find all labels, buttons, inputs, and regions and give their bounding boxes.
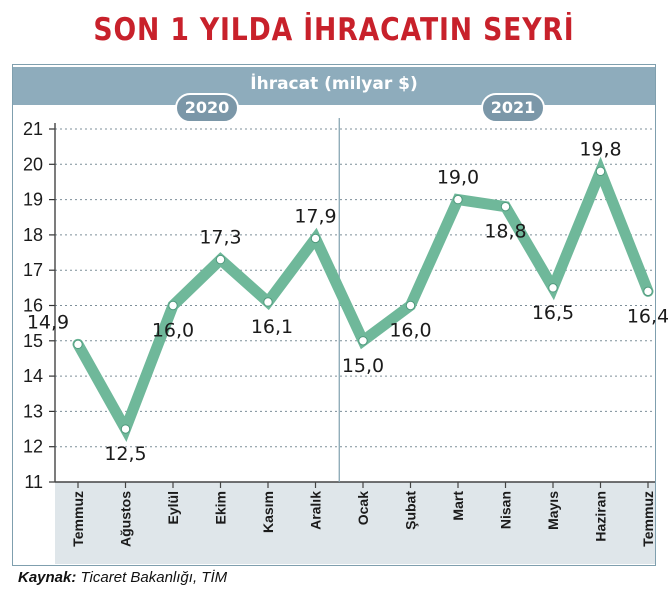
data-label: 17,3 (199, 227, 241, 249)
data-label: 16,5 (532, 302, 574, 324)
y-tick-label: 20 (23, 154, 43, 174)
data-label: 14,9 (27, 311, 69, 333)
data-label: 12,5 (104, 443, 146, 465)
y-tick-label: 19 (23, 190, 43, 210)
x-tick-label: Temmuz (70, 491, 86, 547)
x-tick-label: Mart (450, 491, 466, 521)
data-point (73, 339, 83, 350)
data-label: 16,4 (627, 305, 668, 327)
x-tick-label: Kasım (260, 491, 276, 533)
y-tick-label: 18 (23, 225, 43, 245)
data-point (263, 297, 273, 307)
x-tick-label: Şubat (403, 491, 419, 530)
x-tick-label: Aralık (308, 491, 324, 530)
x-tick-label: Ocak (355, 491, 371, 525)
data-label: 19,8 (579, 138, 621, 160)
y-tick-label: 13 (23, 401, 43, 421)
x-tick-label: Nisan (498, 491, 514, 529)
x-tick-label: Haziran (593, 491, 609, 542)
data-point (453, 194, 463, 205)
y-axis-label: İhracat (milyar $) (250, 74, 418, 94)
y-tick-label: 11 (24, 472, 43, 492)
y-tick-label: 16 (23, 296, 43, 316)
data-point (643, 286, 653, 297)
data-point (168, 300, 178, 311)
series-line (72, 156, 654, 442)
x-tick-label: Eylül (165, 491, 181, 524)
y-tick-label: 14 (23, 366, 43, 386)
data-point (500, 201, 511, 212)
x-axis-band (55, 482, 655, 564)
header-band (13, 67, 655, 105)
y-tick-label: 17 (23, 260, 43, 280)
data-label: 16,0 (152, 320, 194, 342)
y-tick-label: 12 (23, 437, 43, 457)
data-point (215, 254, 226, 265)
data-label: 16,1 (251, 316, 293, 338)
chart-title: SON 1 YILDA İHRACATIN SEYRİ (93, 12, 575, 48)
data-label: 15,0 (342, 355, 384, 377)
year-badge-2020: 2020 (175, 93, 239, 123)
year-badge-2021: 2021 (481, 93, 545, 123)
data-label: 17,9 (294, 205, 336, 227)
source-label: Kaynak: (18, 569, 77, 586)
x-tick-label: Temmuz (640, 491, 656, 547)
data-point (120, 424, 131, 434)
y-tick-label: 15 (23, 331, 43, 351)
source-note: Kaynak: Ticaret Bakanlığı, TİM (18, 569, 227, 586)
x-tick-label: Ağustos (118, 491, 134, 547)
data-point (405, 300, 416, 311)
data-label: 16,0 (389, 320, 431, 342)
data-point (358, 336, 368, 346)
data-point (310, 233, 321, 244)
source-text: Ticaret Bakanlığı, TİM (76, 569, 228, 586)
y-tick-label: 21 (23, 119, 43, 139)
data-label: 18,8 (484, 221, 526, 243)
data-point (595, 166, 606, 177)
x-tick-label: Mayıs (545, 491, 561, 530)
data-point (548, 283, 558, 293)
data-label: 19,0 (437, 167, 479, 189)
x-tick-label: Ekim (213, 491, 229, 524)
